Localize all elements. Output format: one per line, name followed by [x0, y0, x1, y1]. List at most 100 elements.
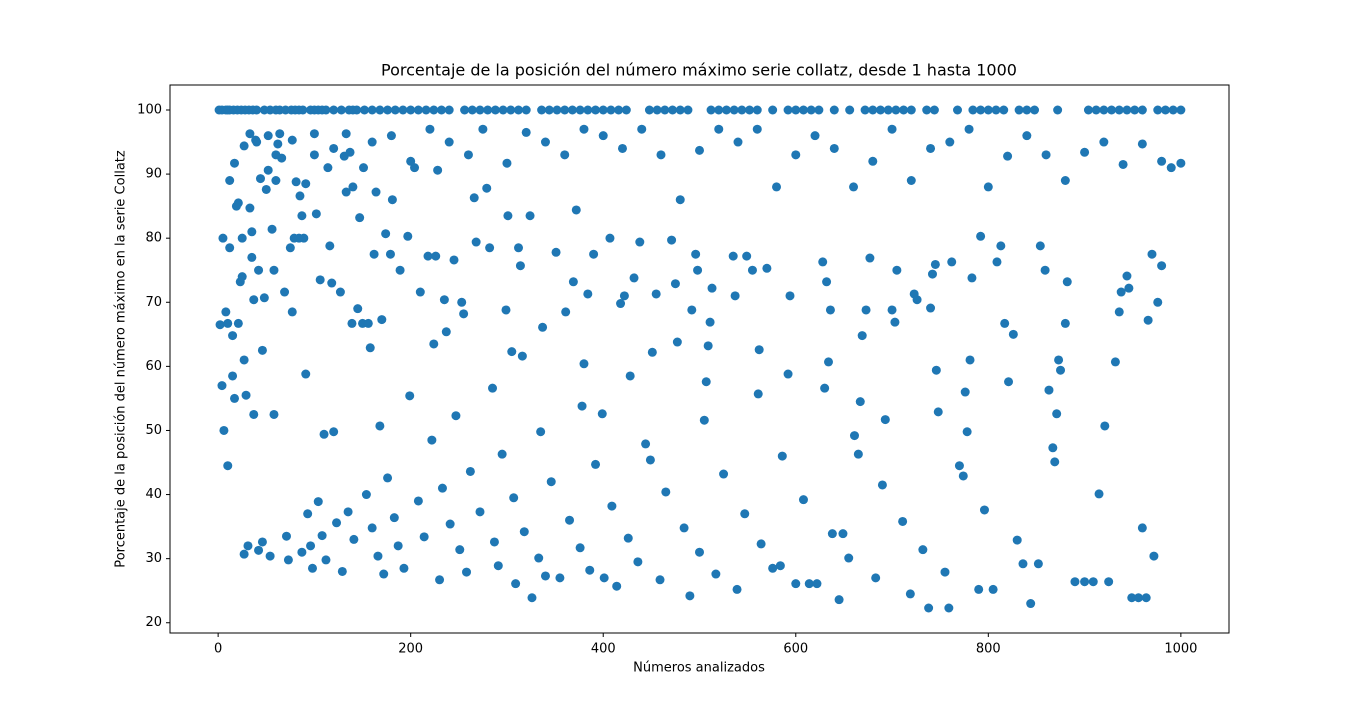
- scatter-point: [983, 105, 993, 115]
- scatter-point: [425, 124, 435, 134]
- scatter-point: [742, 251, 752, 261]
- scatter-point: [1003, 151, 1013, 161]
- scatter-point: [485, 243, 495, 253]
- scatter-point: [619, 291, 629, 301]
- scatter-point: [974, 584, 984, 594]
- scatter-point: [367, 137, 377, 147]
- scatter-point: [503, 211, 513, 221]
- scatter-point: [321, 105, 331, 115]
- scatter-point: [1033, 559, 1043, 569]
- scatter-point: [979, 505, 989, 515]
- scatter-point: [399, 563, 409, 573]
- scatter-point: [730, 291, 740, 301]
- scatter-point: [1060, 175, 1070, 185]
- scatter-point: [459, 309, 469, 319]
- scatter-point: [241, 390, 251, 400]
- scatter-point: [644, 105, 654, 115]
- scatter-point: [1022, 105, 1032, 115]
- scatter-point: [431, 251, 441, 261]
- scatter-point: [679, 523, 689, 533]
- scatter-point: [521, 127, 531, 137]
- y-tick-label: 80: [145, 231, 162, 246]
- scatter-point: [561, 307, 571, 317]
- scatter-point: [1088, 577, 1098, 587]
- scatter-point: [834, 595, 844, 605]
- scatter-point: [239, 355, 249, 365]
- scatter-point: [341, 129, 351, 139]
- scatter-point: [509, 493, 519, 503]
- scatter-point: [962, 427, 972, 437]
- scatter-point: [225, 243, 235, 253]
- scatter-point: [883, 105, 893, 115]
- scatter-point: [691, 249, 701, 259]
- scatter-point: [983, 182, 993, 192]
- scatter-point: [777, 451, 787, 461]
- scatter-point: [359, 105, 369, 115]
- scatter-point: [419, 532, 429, 542]
- scatter-point: [385, 249, 395, 259]
- scatter-point: [237, 233, 247, 243]
- scatter-point: [661, 487, 671, 497]
- scatter-point: [540, 137, 550, 147]
- scatter-point: [860, 105, 870, 115]
- scatter-point: [976, 105, 986, 115]
- scatter-point: [273, 139, 283, 149]
- scatter-point: [798, 105, 808, 115]
- scatter-point: [325, 241, 335, 251]
- scatter-point: [355, 213, 365, 223]
- scatter-point: [947, 257, 957, 267]
- scatter-point: [329, 105, 339, 115]
- scatter-point: [493, 561, 503, 571]
- scatter-point: [791, 579, 801, 589]
- scatter-point: [687, 305, 697, 315]
- scatter-point: [223, 461, 233, 471]
- scatter-point: [762, 263, 772, 273]
- scatter-point: [517, 351, 527, 361]
- scatter-point: [1091, 105, 1101, 115]
- scatter-point: [844, 553, 854, 563]
- scatter-point: [1124, 283, 1134, 293]
- scatter-point: [675, 105, 685, 115]
- scatter-point: [1149, 551, 1159, 561]
- scatter-point: [449, 255, 459, 265]
- scatter-point: [783, 369, 793, 379]
- scatter-point: [365, 343, 375, 353]
- scatter-point: [297, 211, 307, 221]
- scatter-point: [239, 549, 249, 559]
- scatter-point: [655, 575, 665, 585]
- scatter-point: [515, 261, 525, 271]
- scatter-point: [1141, 593, 1151, 603]
- scatter-point: [964, 124, 974, 134]
- scatter-point: [341, 187, 351, 197]
- scatter-point: [1083, 105, 1093, 115]
- scatter-point: [287, 307, 297, 317]
- scatter-point: [693, 265, 703, 275]
- scatter-point: [887, 124, 897, 134]
- scatter-point: [579, 359, 589, 369]
- scatter-point: [1153, 297, 1163, 307]
- scatter-point: [228, 371, 238, 381]
- scatter-point: [233, 198, 243, 208]
- scatter-point: [721, 105, 731, 115]
- scatter-point: [501, 305, 511, 315]
- scatter-point: [999, 105, 1009, 115]
- scatter-point: [567, 105, 577, 115]
- scatter-point: [343, 507, 353, 517]
- scatter-point: [327, 278, 337, 288]
- scatter-point: [243, 541, 253, 551]
- plot-area: [214, 105, 1186, 613]
- scatter-point: [752, 105, 762, 115]
- scatter-point: [597, 409, 607, 419]
- scatter-point: [589, 249, 599, 259]
- scatter-point: [498, 105, 508, 115]
- scatter-point: [756, 539, 766, 549]
- scatter-point: [855, 397, 865, 407]
- scatter-point: [271, 150, 281, 160]
- scatter-point: [265, 551, 275, 561]
- scatter-point: [927, 269, 937, 279]
- scatter-point: [968, 105, 978, 115]
- scatter-point: [1099, 105, 1109, 115]
- scatter-point: [497, 449, 507, 459]
- scatter-point: [348, 182, 358, 192]
- scatter-point: [868, 105, 878, 115]
